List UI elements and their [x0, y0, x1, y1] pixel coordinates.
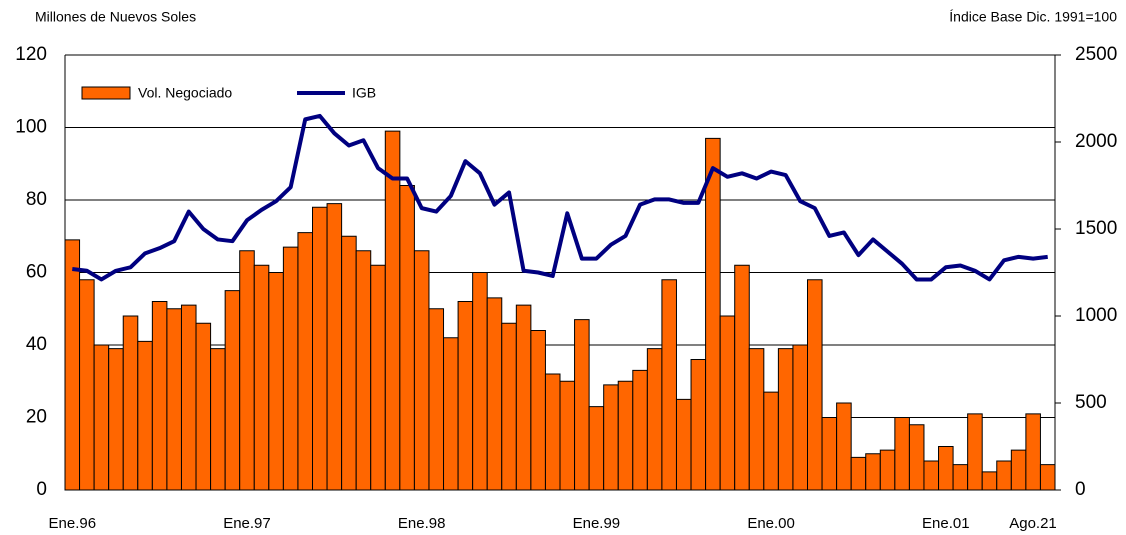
bar: [719, 315, 736, 491]
bar: [967, 413, 983, 491]
y-tick-label: 60: [26, 262, 47, 283]
bar: [93, 344, 110, 491]
x-tick-label: Ene.00: [747, 515, 795, 532]
bar: [865, 453, 881, 491]
bar: [472, 272, 488, 491]
bar: [908, 424, 925, 491]
bar: [122, 315, 139, 491]
bar: [515, 304, 532, 491]
y-axis-title: Millones de Nuevos Soles: [35, 9, 196, 25]
legend-label: IGB: [352, 85, 376, 101]
y2-tick-label: 1500: [1075, 218, 1117, 239]
bar: [341, 235, 357, 491]
bar: [850, 456, 867, 491]
bar: [748, 348, 765, 491]
y2-tick-label: 2000: [1075, 131, 1117, 152]
x-tick-label: Ene.99: [573, 515, 621, 532]
bar: [108, 348, 124, 491]
y-tick-label: 120: [15, 44, 47, 65]
bar: [530, 330, 546, 491]
bar: [588, 406, 605, 491]
bar: [690, 359, 707, 491]
y-tick-label: 40: [26, 334, 47, 355]
bar: [79, 279, 95, 491]
bar: [64, 239, 81, 491]
bar: [938, 446, 954, 491]
y-tick-label: 0: [36, 479, 47, 500]
bar: [312, 206, 328, 491]
bar: [384, 130, 401, 491]
y2-tick-label: 1000: [1075, 305, 1117, 326]
y2-tick-label: 0: [1075, 479, 1086, 500]
bar: [879, 449, 896, 491]
bar: [559, 380, 576, 491]
bar: [777, 348, 794, 491]
legend-swatch: [81, 86, 131, 100]
y-tick-label: 80: [26, 189, 47, 210]
bar: [195, 322, 212, 491]
line: [72, 113, 1048, 282]
bar: [894, 417, 910, 491]
bar: [603, 384, 619, 491]
bar: [981, 471, 998, 491]
bar: [807, 279, 823, 491]
bar: [297, 232, 313, 491]
bar: [326, 203, 343, 491]
bar: [268, 272, 284, 491]
bar: [210, 348, 226, 491]
bar: [675, 398, 692, 491]
bar: [399, 185, 415, 491]
bar: [763, 391, 779, 491]
bar: [224, 290, 241, 491]
bar: [1025, 413, 1041, 491]
y2-axis-title: Índice Base Dic. 1991=100: [949, 9, 1117, 25]
bar: [734, 264, 750, 491]
y-tick-label: 20: [26, 407, 47, 428]
x-tick-label: Ene.01: [922, 515, 970, 532]
bar: [996, 460, 1012, 491]
bar: [282, 246, 299, 491]
bar: [836, 402, 852, 491]
bar: [137, 340, 153, 491]
bar: [370, 264, 386, 491]
bar: [239, 250, 255, 491]
bar: [821, 417, 838, 491]
bar: [923, 460, 940, 491]
y-tick-label: 100: [15, 117, 47, 138]
bar: [501, 322, 517, 491]
legend-label: Vol. Negociado: [138, 85, 232, 101]
bar: [646, 348, 663, 491]
x-tick-label: Ene.97: [223, 515, 271, 532]
bar: [574, 319, 590, 491]
bar: [792, 344, 808, 491]
bar: [952, 464, 969, 491]
x-tick-label: Ene.96: [49, 515, 97, 532]
bar: [428, 308, 445, 491]
y2-tick-label: 2500: [1075, 44, 1117, 65]
bar: [1010, 449, 1027, 491]
bar: [166, 308, 182, 491]
bar: [457, 301, 474, 491]
bar: [355, 250, 372, 491]
x-tick-label: Ago.21: [1009, 515, 1057, 532]
bar: [661, 279, 677, 491]
bar: [180, 304, 197, 491]
x-tick-label: Ene.98: [398, 515, 446, 532]
y2-tick-label: 500: [1075, 392, 1107, 413]
bar: [253, 264, 270, 491]
bar: [632, 369, 648, 491]
bar: [544, 373, 561, 491]
bar: [1039, 464, 1056, 491]
bar: [443, 337, 459, 491]
bar: [413, 250, 430, 491]
bar: [151, 301, 168, 491]
bar: [486, 297, 503, 491]
bar: [705, 137, 721, 491]
bar: [617, 380, 634, 491]
